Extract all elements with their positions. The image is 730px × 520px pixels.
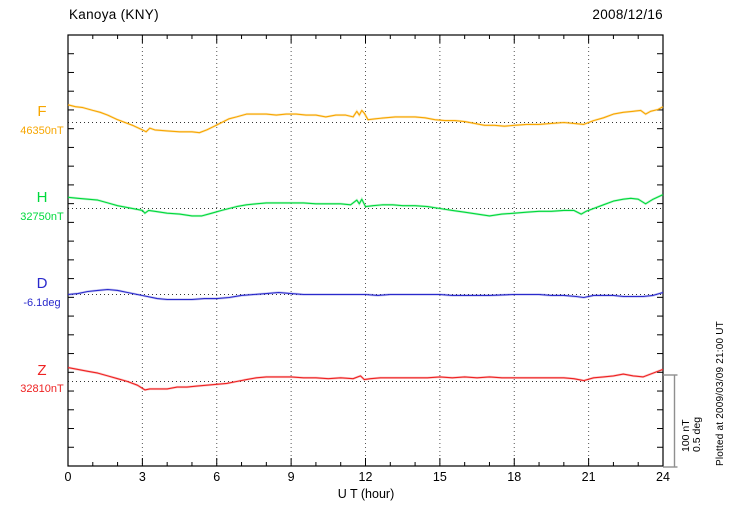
trace-D xyxy=(67,288,664,301)
x-tick-label-18: 18 xyxy=(507,470,522,484)
x-tick-label-0: 0 xyxy=(64,470,72,484)
scale-deg-label: 0.5 deg xyxy=(691,416,703,452)
series-h-baseline-value: 32750nT xyxy=(20,211,64,223)
series-f-baseline-value: 46350nT xyxy=(20,125,64,137)
plot-border xyxy=(67,34,664,467)
series-h-label: H xyxy=(36,189,48,206)
x-tick-label-12: 12 xyxy=(358,470,373,484)
x-tick-label-3: 3 xyxy=(138,470,146,484)
x-tick-label-24: 24 xyxy=(656,470,670,484)
x-axis-title: U T (hour) xyxy=(337,487,395,501)
series-d-label: D xyxy=(36,275,48,292)
trace-Z xyxy=(67,367,664,391)
page-title: Kanoya (KNY) xyxy=(69,7,159,22)
plotted-at-label: Plotted at 2009/03/09 21:00 UT xyxy=(715,321,726,466)
x-tick-label-9: 9 xyxy=(287,470,295,484)
x-tick-label-21: 21 xyxy=(581,470,596,484)
amplitude-scale-text: 100 nT 0.5 deg xyxy=(680,416,703,452)
x-tick-label-6: 6 xyxy=(213,470,221,484)
date-label: 2008/12/16 xyxy=(592,7,663,22)
trace-halo-H xyxy=(67,193,664,218)
series-d-baseline-value: -6.1deg xyxy=(23,297,61,309)
trace-H xyxy=(67,194,664,217)
trace-halo-F xyxy=(67,103,664,134)
series-z-baseline-value: 32810nT xyxy=(20,383,64,395)
x-tick-label-15: 15 xyxy=(432,470,447,484)
series-f-label: F xyxy=(37,103,47,120)
series-z-label: Z xyxy=(37,362,47,379)
trace-F xyxy=(67,104,664,134)
